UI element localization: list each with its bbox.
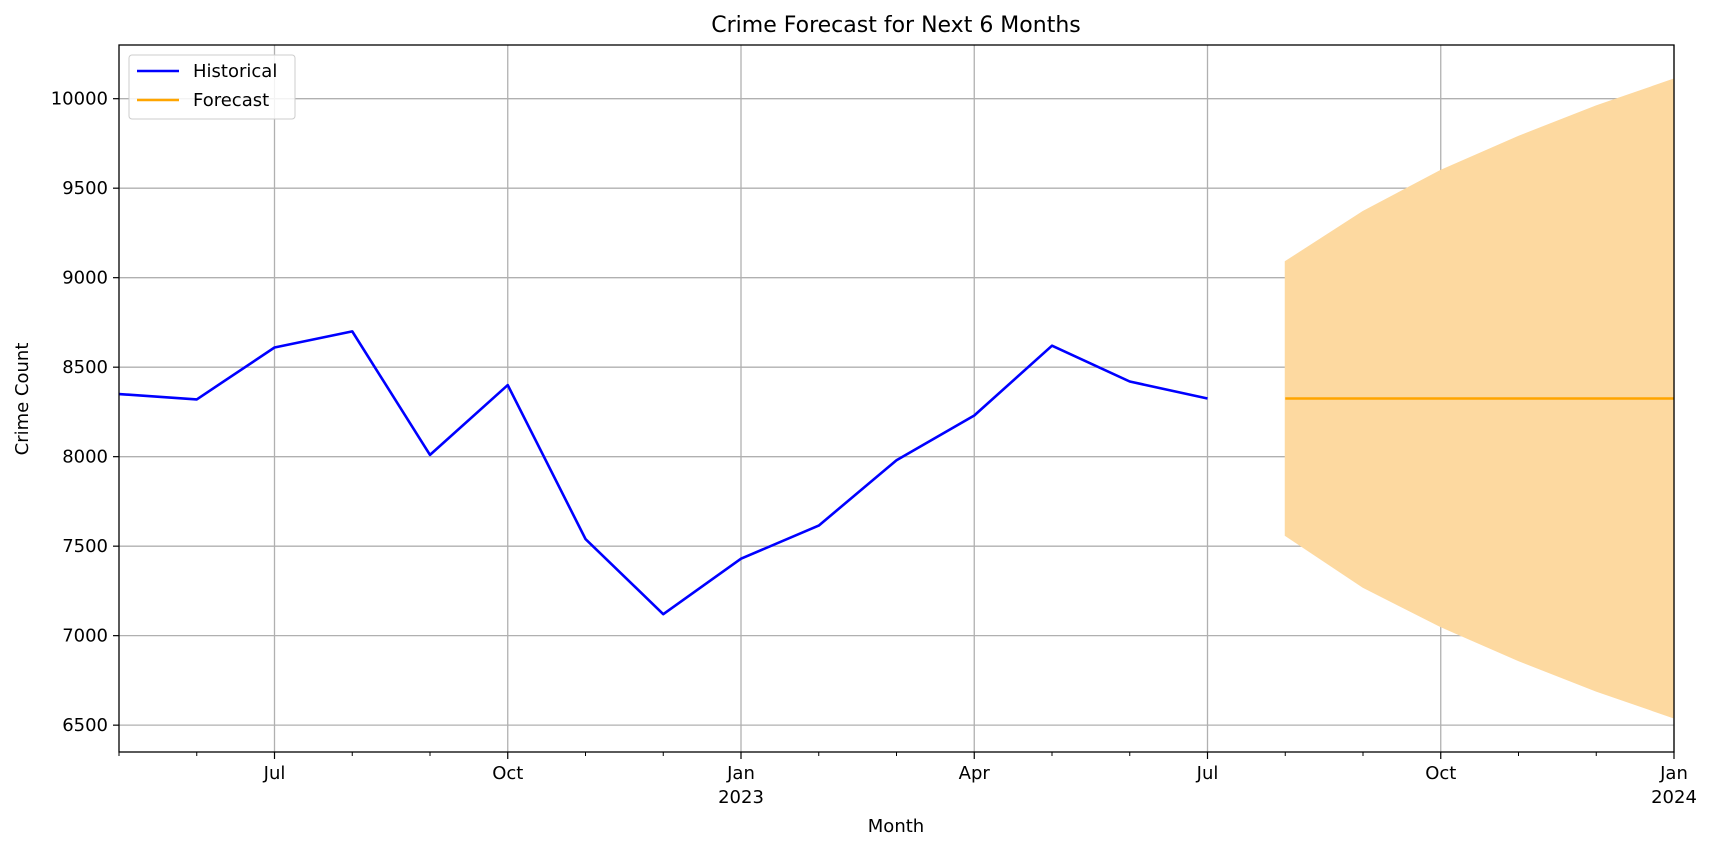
x-tick-label: Jan: [726, 763, 755, 784]
y-axis: 6500 7000 7500 8000 8500 9000 9500 10000: [51, 89, 119, 736]
series-lines: [118, 330, 1674, 616]
x-tick-label: Oct: [1425, 763, 1456, 784]
x-tick-year-label: 2024: [1651, 787, 1697, 808]
y-tick-label: 10000: [51, 89, 108, 110]
y-tick-label: 8500: [62, 357, 108, 378]
legend: Historical Forecast: [128, 54, 296, 120]
chart-title: Crime Forecast for Next 6 Months: [711, 13, 1080, 38]
y-tick-label: 7000: [62, 626, 108, 647]
x-axis: Jul Oct Jan 2023 Apr Jul Oct Jan 2024: [118, 752, 1697, 808]
y-tick-label: 9500: [62, 178, 108, 199]
x-tick-label: Jul: [1196, 763, 1219, 784]
x-tick-year-label: 2023: [718, 787, 764, 808]
legend-entry-label: Historical: [193, 61, 277, 82]
legend-entry-label: Forecast: [193, 90, 269, 111]
y-tick-label: 7500: [62, 536, 108, 557]
y-tick-label: 6500: [62, 715, 108, 736]
series-line-historical: [118, 330, 1208, 616]
y-tick-label: 8000: [62, 447, 108, 468]
x-tick-label: Jan: [1659, 763, 1688, 784]
x-axis-label: Month: [868, 816, 924, 837]
x-tick-label: Apr: [959, 763, 991, 784]
y-tick-label: 9000: [62, 268, 108, 289]
x-tick-label: Jul: [263, 763, 286, 784]
x-tick-label: Oct: [492, 763, 523, 784]
y-axis-label: Crime Count: [12, 343, 33, 456]
